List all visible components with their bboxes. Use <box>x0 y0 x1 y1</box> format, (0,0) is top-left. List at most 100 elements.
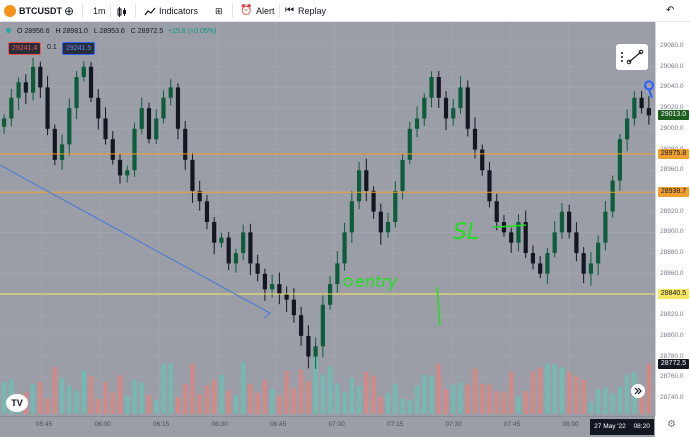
price-tick: 28820.0 <box>660 311 684 319</box>
chart-pane[interactable]: entry SL O 28956.6 H 28981.0 L 28953.6 C … <box>0 22 655 416</box>
time-axis[interactable]: 27 May '22 08:20 05:45 06:00 06:15 06:30 06:… <box>0 416 655 437</box>
price-tick: 28880.0 <box>660 249 684 257</box>
entry-annotation-text: entry <box>355 272 398 291</box>
volume-bar <box>74 390 79 414</box>
candle-body <box>451 108 456 119</box>
volume-bar <box>270 388 275 414</box>
volume-bar <box>154 399 159 414</box>
top-toolbar: BTCUSDT ⊕ 1m Indicators ⊞ ⏰ Alert ⏮ Repl… <box>0 0 690 22</box>
volume-bar <box>480 383 485 414</box>
candle-body <box>574 232 579 254</box>
candle-style-icon[interactable] <box>117 0 127 22</box>
candle-body <box>494 201 499 222</box>
candle-body <box>552 232 557 254</box>
gear-icon[interactable]: ⚙ <box>667 419 676 430</box>
volume-bar <box>538 367 543 414</box>
candle-body <box>559 211 565 233</box>
volume-bar <box>125 395 130 414</box>
indicators-icon[interactable] <box>144 0 156 22</box>
candle-body <box>342 232 347 264</box>
candle-body <box>617 139 622 181</box>
symbol-label[interactable]: BTCUSDT <box>19 6 62 16</box>
candle-body <box>255 263 260 274</box>
volume-bar <box>364 371 369 414</box>
volume-bar <box>183 384 188 414</box>
candle-body <box>313 346 318 357</box>
candle-body <box>472 128 478 150</box>
candle-body <box>349 201 354 233</box>
candle-body <box>132 128 137 171</box>
spread-value: 0.1 <box>47 44 57 51</box>
volume-bar <box>509 372 514 414</box>
volume-bar <box>38 381 43 414</box>
volume-bar <box>313 346 318 414</box>
price-tick: 29060.0 <box>660 62 684 70</box>
volume-bar <box>603 387 608 414</box>
time-tick: 05:45 <box>36 421 53 428</box>
alert-button[interactable]: Alert <box>256 6 275 16</box>
buy-price-button[interactable]: 29241.5 <box>62 42 96 55</box>
candle-body <box>81 66 86 78</box>
crosshair-price-label: 28772.5 <box>658 359 689 370</box>
volume-bar <box>30 384 36 414</box>
candle-body <box>226 237 231 264</box>
candle-body <box>414 118 420 129</box>
candle-body <box>328 284 333 305</box>
candle-body <box>146 108 152 140</box>
drawing-toolbar-button[interactable] <box>616 44 648 70</box>
candle-body <box>378 211 383 233</box>
volume-bar <box>559 367 565 414</box>
price-chart[interactable]: entry SL <box>0 22 655 416</box>
undo-icon[interactable]: ↶ <box>666 5 675 16</box>
volume-bar <box>306 380 311 414</box>
change-value: +15.8 (+0.05%) <box>168 28 217 35</box>
candle-body <box>23 82 28 93</box>
compare-add-icon[interactable]: ⊕ <box>64 4 75 18</box>
volume-bar <box>407 400 412 414</box>
interval-button[interactable]: 1m <box>93 6 106 16</box>
settings-corner[interactable]: ⚙ <box>655 416 690 437</box>
candle-body <box>204 201 210 222</box>
candle-body <box>530 253 536 264</box>
price-axis[interactable]: 29080.029060.029040.029020.029000.028980… <box>655 22 690 416</box>
scroll-to-realtime-button[interactable] <box>631 384 645 398</box>
layout-grid-icon[interactable]: ⊞ <box>215 6 223 16</box>
sl-arrow-stroke <box>492 224 527 228</box>
sell-price-button[interactable]: 29241.4 <box>8 42 42 55</box>
price-tick: 29040.0 <box>660 83 684 91</box>
replay-rewind-icon[interactable]: ⏮ <box>285 5 294 16</box>
alert-marker-icon <box>644 80 654 91</box>
candle-body <box>88 66 94 98</box>
time-tick: 07:15 <box>387 421 404 428</box>
indicators-button[interactable]: Indicators <box>159 6 199 16</box>
replay-button[interactable]: Replay <box>298 6 327 16</box>
candle-body <box>407 128 412 160</box>
candle-body <box>139 108 144 129</box>
alarm-clock-icon[interactable]: ⏰ <box>240 5 253 16</box>
volume-bar <box>103 382 108 414</box>
candle-body <box>603 211 608 243</box>
candle-body <box>581 253 586 274</box>
candle-body <box>59 144 65 160</box>
volume-bar <box>646 363 651 414</box>
volume-bar <box>574 376 579 414</box>
candle-body <box>632 97 637 119</box>
trend-line-arrow <box>261 308 271 319</box>
volume-bar <box>277 395 282 414</box>
candle-body <box>175 87 181 129</box>
volume-bar <box>328 366 333 414</box>
volume-bar <box>385 393 391 414</box>
candle-body <box>9 97 14 119</box>
candle-body <box>1 118 7 127</box>
volume-bar <box>610 393 615 414</box>
volume-bar <box>567 372 572 414</box>
bitcoin-logo-icon <box>4 5 16 17</box>
tradingview-logo-icon[interactable]: TV <box>6 394 28 412</box>
volume-bar <box>255 392 260 414</box>
volume-bar <box>523 391 528 414</box>
volume-bar <box>190 363 195 414</box>
candle-body <box>480 149 485 171</box>
volume-bar <box>530 371 536 414</box>
candle-body <box>74 77 79 109</box>
candle-body <box>567 211 572 233</box>
